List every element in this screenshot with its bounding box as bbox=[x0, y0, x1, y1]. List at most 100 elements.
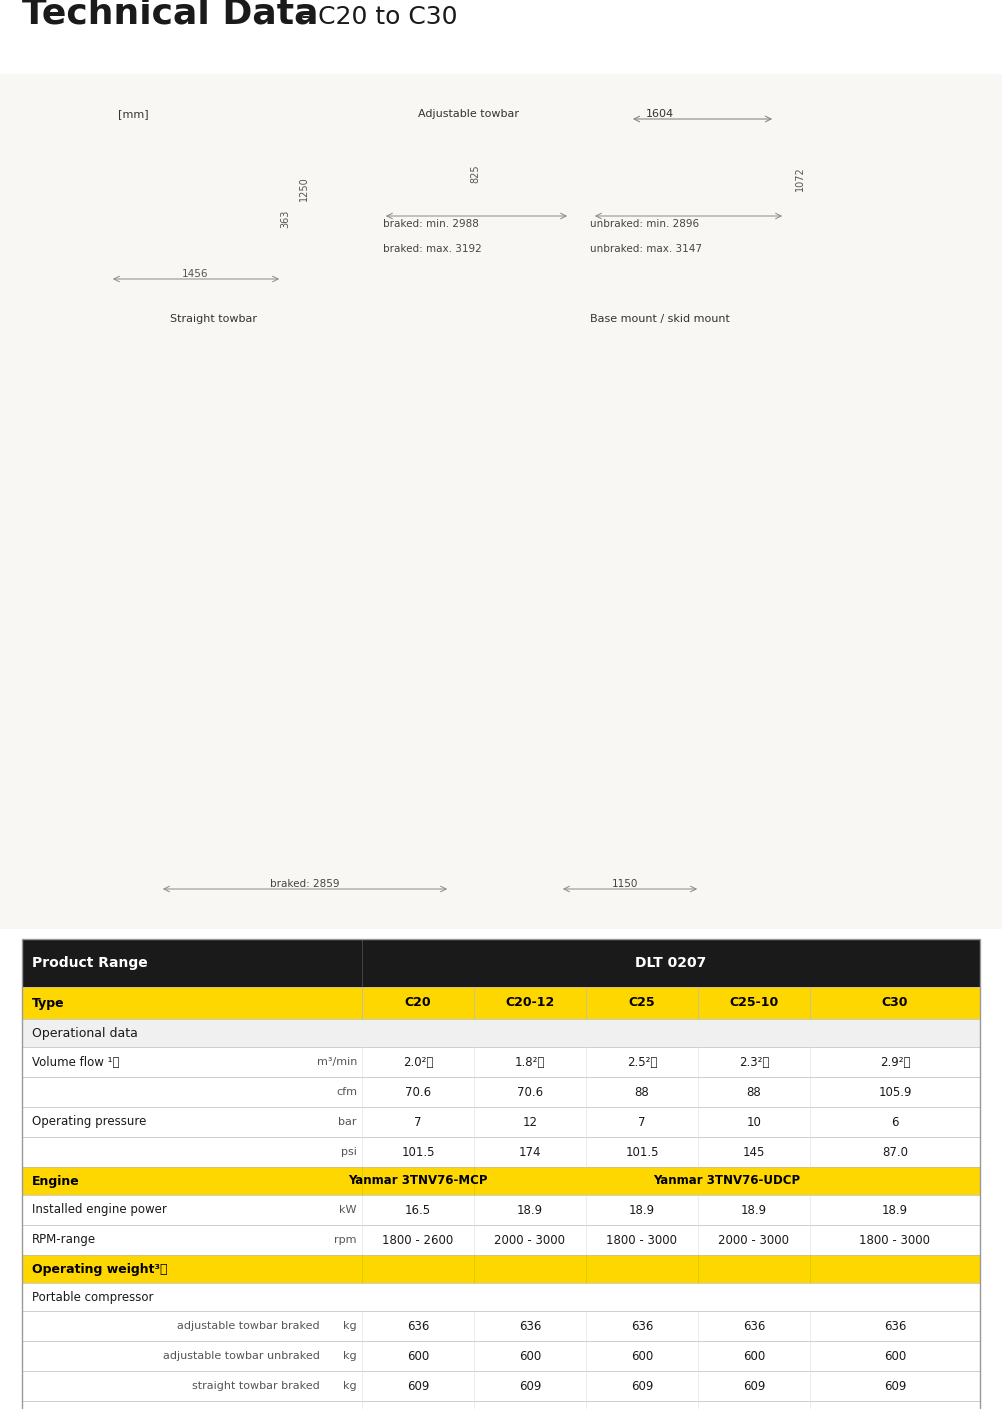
Text: 18.9: 18.9 bbox=[740, 1203, 768, 1216]
Text: 600: 600 bbox=[742, 1350, 766, 1363]
Bar bbox=[22, 1195, 980, 1224]
Text: Adjustable towbar: Adjustable towbar bbox=[418, 108, 519, 118]
Text: 636: 636 bbox=[742, 1319, 766, 1333]
Text: RPM-range: RPM-range bbox=[32, 1233, 96, 1247]
Text: 600: 600 bbox=[631, 1350, 653, 1363]
Text: 88: 88 bbox=[746, 1085, 762, 1099]
Text: Technical Data: Technical Data bbox=[22, 0, 319, 31]
Text: 825: 825 bbox=[470, 165, 480, 183]
Text: 363: 363 bbox=[280, 210, 290, 228]
Text: Engine: Engine bbox=[32, 1175, 80, 1188]
Text: [mm]: [mm] bbox=[117, 108, 148, 118]
Text: m³/min: m³/min bbox=[317, 1057, 357, 1067]
Text: 609: 609 bbox=[884, 1379, 906, 1392]
Text: 600: 600 bbox=[884, 1350, 906, 1363]
Text: 87.0: 87.0 bbox=[882, 1146, 908, 1158]
Text: 609: 609 bbox=[742, 1379, 766, 1392]
Bar bbox=[22, 1255, 980, 1284]
Text: kg: kg bbox=[344, 1381, 357, 1391]
Text: kW: kW bbox=[340, 1205, 357, 1215]
Text: 609: 609 bbox=[519, 1379, 541, 1392]
Text: kg: kg bbox=[344, 1322, 357, 1332]
Text: 101.5: 101.5 bbox=[401, 1146, 435, 1158]
Text: 1456: 1456 bbox=[181, 269, 208, 279]
Bar bbox=[22, 1341, 980, 1371]
Text: Straight towbar: Straight towbar bbox=[170, 314, 257, 324]
Text: C20: C20 bbox=[405, 996, 431, 1009]
Text: bar: bar bbox=[339, 1117, 357, 1127]
Text: braked: max. 3192: braked: max. 3192 bbox=[383, 244, 482, 254]
Text: C25-10: C25-10 bbox=[729, 996, 779, 1009]
Bar bbox=[22, 1310, 980, 1341]
Bar bbox=[22, 938, 980, 1409]
Text: 600: 600 bbox=[407, 1350, 429, 1363]
Text: psi: psi bbox=[341, 1147, 357, 1157]
Text: 636: 636 bbox=[519, 1319, 541, 1333]
Text: Portable compressor: Portable compressor bbox=[32, 1291, 153, 1303]
Text: 6: 6 bbox=[891, 1116, 899, 1129]
Text: C30: C30 bbox=[882, 996, 908, 1009]
Text: Base mount / skid mount: Base mount / skid mount bbox=[590, 314, 729, 324]
Text: 105.9: 105.9 bbox=[878, 1085, 912, 1099]
Text: 1072: 1072 bbox=[795, 166, 805, 192]
Text: 600: 600 bbox=[519, 1350, 541, 1363]
Text: 636: 636 bbox=[407, 1319, 429, 1333]
Text: - C20 to C30: - C20 to C30 bbox=[293, 6, 458, 30]
Bar bbox=[22, 1019, 980, 1047]
Text: Yanmar 3TNV76-MCP: Yanmar 3TNV76-MCP bbox=[349, 1175, 488, 1188]
Text: 70.6: 70.6 bbox=[405, 1085, 431, 1099]
Bar bbox=[22, 1371, 980, 1401]
Text: Product Range: Product Range bbox=[32, 955, 147, 969]
Bar bbox=[0, 75, 1002, 929]
Text: 2.0²⧸: 2.0²⧸ bbox=[403, 1055, 433, 1068]
Bar bbox=[22, 1167, 980, 1195]
Text: Operating weight³⧸: Operating weight³⧸ bbox=[32, 1262, 167, 1275]
Text: rpm: rpm bbox=[335, 1236, 357, 1246]
Text: Yanmar 3TNV76-UDCP: Yanmar 3TNV76-UDCP bbox=[653, 1175, 801, 1188]
Text: 2.3²⧸: 2.3²⧸ bbox=[738, 1055, 770, 1068]
Text: 2.9²⧸: 2.9²⧸ bbox=[880, 1055, 910, 1068]
Bar bbox=[22, 1284, 980, 1310]
Text: straight towbar braked: straight towbar braked bbox=[192, 1381, 320, 1391]
Text: 636: 636 bbox=[631, 1319, 653, 1333]
Text: 70.6: 70.6 bbox=[517, 1085, 543, 1099]
Text: braked: 2859: braked: 2859 bbox=[271, 879, 340, 889]
Bar bbox=[22, 1137, 980, 1167]
Text: 1604: 1604 bbox=[646, 108, 674, 118]
Text: 101.5: 101.5 bbox=[625, 1146, 658, 1158]
Text: 18.9: 18.9 bbox=[629, 1203, 655, 1216]
Text: adjustable towbar braked: adjustable towbar braked bbox=[177, 1322, 320, 1332]
Text: Installed engine power: Installed engine power bbox=[32, 1203, 167, 1216]
Text: 145: 145 bbox=[742, 1146, 766, 1158]
Text: Operating pressure: Operating pressure bbox=[32, 1116, 146, 1129]
Bar bbox=[22, 1047, 980, 1076]
Text: 18.9: 18.9 bbox=[882, 1203, 908, 1216]
Text: 609: 609 bbox=[631, 1379, 653, 1392]
Text: DLT 0207: DLT 0207 bbox=[635, 955, 706, 969]
Text: braked: min. 2988: braked: min. 2988 bbox=[383, 218, 479, 230]
Text: Type: Type bbox=[32, 996, 64, 1009]
Text: 1150: 1150 bbox=[612, 879, 638, 889]
Bar bbox=[22, 1107, 980, 1137]
Text: Volume flow ¹⧸: Volume flow ¹⧸ bbox=[32, 1055, 119, 1068]
Text: 174: 174 bbox=[519, 1146, 541, 1158]
Text: 1.8²⧸: 1.8²⧸ bbox=[515, 1055, 545, 1068]
Text: C20-12: C20-12 bbox=[505, 996, 555, 1009]
Text: Operational data: Operational data bbox=[32, 1027, 138, 1040]
Bar bbox=[22, 1076, 980, 1107]
Text: 636: 636 bbox=[884, 1319, 906, 1333]
Text: 12: 12 bbox=[522, 1116, 537, 1129]
Text: cfm: cfm bbox=[336, 1086, 357, 1098]
Text: 1800 - 3000: 1800 - 3000 bbox=[606, 1233, 677, 1247]
Bar bbox=[22, 938, 980, 986]
Text: 2000 - 3000: 2000 - 3000 bbox=[495, 1233, 565, 1247]
Text: 16.5: 16.5 bbox=[405, 1203, 431, 1216]
Text: 88: 88 bbox=[634, 1085, 649, 1099]
Text: 1250: 1250 bbox=[299, 176, 309, 201]
Text: adjustable towbar unbraked: adjustable towbar unbraked bbox=[163, 1351, 320, 1361]
Text: 2000 - 3000: 2000 - 3000 bbox=[718, 1233, 790, 1247]
Text: 7: 7 bbox=[638, 1116, 645, 1129]
Text: unbraked: min. 2896: unbraked: min. 2896 bbox=[590, 218, 699, 230]
Text: unbraked: max. 3147: unbraked: max. 3147 bbox=[590, 244, 702, 254]
Text: 18.9: 18.9 bbox=[517, 1203, 543, 1216]
